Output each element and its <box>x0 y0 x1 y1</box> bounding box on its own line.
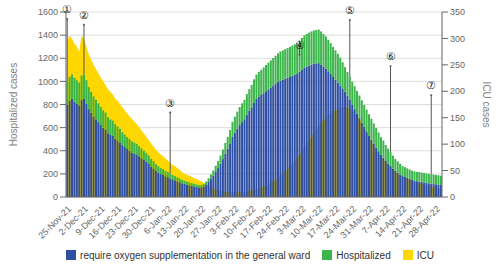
html-text:require oxygen supplementation: require oxygen supplementation in the ge… <box>80 249 311 261</box>
svg-text:⑤: ⑤ <box>345 4 355 16</box>
html-text:ICU: ICU <box>416 249 434 261</box>
svg-text:28-Apr-22: 28-Apr-22 <box>407 204 442 239</box>
svg-text:3-Feb-22: 3-Feb-22 <box>207 203 241 237</box>
svg-text:7-Apr-22: 7-Apr-22 <box>359 203 392 236</box>
svg-text:100: 100 <box>450 139 465 149</box>
svg-text:21-Apr-22: 21-Apr-22 <box>389 203 426 240</box>
svg-text:⑦: ⑦ <box>426 79 436 91</box>
svg-text:14-Apr-22: 14-Apr-22 <box>373 203 409 240</box>
svg-text:350: 350 <box>450 7 465 17</box>
svg-text:10-Mar-22: 10-Mar-22 <box>288 203 325 241</box>
svg-text:6-Jan-22: 6-Jan-22 <box>141 203 174 237</box>
svg-text:200: 200 <box>43 169 58 179</box>
svg-text:23-Dec-21: 23-Dec-21 <box>103 203 141 241</box>
html-text:Hospitalized: Hospitalized <box>336 249 391 261</box>
svg-text:300: 300 <box>450 34 465 44</box>
svg-text:13-Jan-22: 13-Jan-22 <box>154 203 191 240</box>
svg-text:④: ④ <box>295 39 305 51</box>
svg-text:1200: 1200 <box>38 53 58 63</box>
svg-text:1400: 1400 <box>38 30 58 40</box>
svg-text:2-Dec-21: 2-Dec-21 <box>56 203 90 238</box>
svg-text:1000: 1000 <box>38 77 58 87</box>
svg-text:②: ② <box>79 9 89 21</box>
svg-text:③: ③ <box>165 97 175 109</box>
svg-text:⑥: ⑥ <box>386 50 396 62</box>
svg-text:Hospitalized cases: Hospitalized cases <box>8 63 19 146</box>
svg-text:24-Mar-22: 24-Mar-22 <box>321 203 359 241</box>
svg-text:600: 600 <box>43 123 58 133</box>
svg-text:ICU cases: ICU cases <box>481 81 492 127</box>
svg-text:150: 150 <box>450 113 465 123</box>
svg-text:25-Nov-21: 25-Nov-21 <box>36 203 74 241</box>
svg-text:30-Dec-21: 30-Dec-21 <box>120 203 157 241</box>
svg-text:0: 0 <box>53 192 58 202</box>
svg-text:9-Dec-21: 9-Dec-21 <box>73 203 107 238</box>
svg-text:24-Feb-22: 24-Feb-22 <box>254 203 292 241</box>
svg-text:16-Dec-21: 16-Dec-21 <box>86 203 124 241</box>
svg-text:10-Feb-22: 10-Feb-22 <box>221 203 258 241</box>
svg-text:27-Jan-22: 27-Jan-22 <box>188 203 224 240</box>
svg-text:250: 250 <box>450 60 465 70</box>
svg-text:0: 0 <box>450 192 455 202</box>
svg-text:400: 400 <box>43 146 58 156</box>
svg-text:3-Mar-22: 3-Mar-22 <box>274 203 308 237</box>
svg-text:200: 200 <box>450 86 465 96</box>
svg-text:17-Feb-22: 17-Feb-22 <box>237 203 275 241</box>
svg-text:800: 800 <box>43 100 58 110</box>
svg-text:31-Mar-22: 31-Mar-22 <box>338 203 375 241</box>
svg-text:1600: 1600 <box>38 7 58 17</box>
svg-text:①: ① <box>62 3 72 15</box>
svg-text:20-Jan-22: 20-Jan-22 <box>171 203 208 240</box>
svg-text:50: 50 <box>450 166 460 176</box>
svg-text:17-Mar-22: 17-Mar-22 <box>304 203 342 241</box>
